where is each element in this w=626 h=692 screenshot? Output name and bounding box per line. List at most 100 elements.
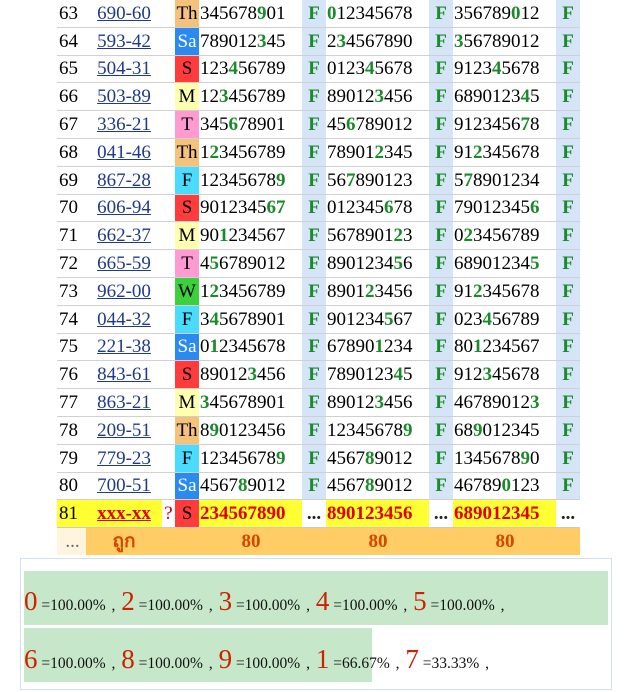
row-index: 73 [57, 277, 86, 306]
stat-percent: =100.00% [232, 655, 301, 672]
stats-bar-2 [24, 628, 372, 682]
number-set-2: 789012345 [326, 360, 429, 390]
number-set-1: 901234567 [199, 194, 302, 223]
draw-code-link[interactable]: 863-21 [86, 388, 162, 417]
draw-code-link[interactable]: 504-31 [86, 55, 162, 84]
draw-code-link[interactable]: 606-94 [86, 194, 162, 223]
draw-code-link[interactable]: 221-38 [86, 333, 162, 362]
draw-code-link[interactable]: 843-61 [86, 360, 162, 390]
result-flag: F [302, 138, 326, 167]
number-set-1: 901234567 [199, 221, 302, 251]
stat-separator: , [391, 655, 404, 672]
result-flag: F [302, 360, 326, 390]
number-set-2: 890123456 [326, 499, 429, 529]
result-flag: F [556, 305, 580, 334]
draw-code-link[interactable]: 044-32 [86, 305, 162, 334]
draw-code-link[interactable]: 779-23 [86, 444, 162, 473]
day-badge: Th [175, 138, 199, 167]
number-set-3: 689012345 [453, 499, 556, 529]
table-row: 77 863-21 M 345678901 F 890123456 F 467890123 F [57, 388, 580, 417]
draw-code-link[interactable]: xxx-xx [86, 499, 162, 529]
correct-count-3: 80 [453, 527, 556, 555]
result-flag: F [429, 444, 453, 473]
blank-cell [162, 0, 175, 28]
number-set-3: 912345678 [453, 360, 556, 390]
stat-separator: , [302, 655, 314, 672]
number-set-2: 456789012 [326, 444, 429, 473]
day-badge: Th [175, 0, 199, 28]
result-flag: F [429, 55, 453, 84]
result-flag: F [556, 416, 580, 445]
result-flag: F [302, 55, 326, 84]
result-flag: F [302, 221, 326, 251]
draw-code-link[interactable]: 209-51 [86, 416, 162, 445]
blank-cell [162, 55, 175, 84]
stat-separator: , [496, 597, 505, 614]
stat-digit: 3 [218, 586, 233, 616]
table-row: 68 041-46 Th 123456789 F 789012345 F 912345678 F [57, 138, 580, 167]
number-set-1: 789012345 [199, 27, 302, 56]
table-row: 73 962-00 W 123456789 F 890123456 F 912345678 F [57, 277, 580, 306]
stat-percent: =100.00% [37, 597, 106, 614]
result-flag: F [429, 82, 453, 112]
table-row: 63 690-60 Th 345678901 F 012345678 F 356789012 F [57, 0, 580, 28]
stat-separator: , [204, 655, 217, 672]
draw-code-link[interactable]: 962-00 [86, 277, 162, 306]
table-row: 78 209-51 Th 890123456 F 123456789 F 689012345 F [57, 416, 580, 445]
result-flag: F [429, 388, 453, 417]
row-index: 69 [57, 166, 86, 195]
row-index: 66 [57, 82, 86, 112]
number-set-3: 912345678 [453, 55, 556, 84]
number-set-2: 890123456 [326, 388, 429, 417]
number-set-1: 234567890 [199, 499, 302, 529]
blank-cell [429, 527, 453, 555]
day-badge: F [175, 305, 199, 334]
result-flag: F [302, 194, 326, 223]
stat-percent: =100.00% [134, 655, 203, 672]
row-index: 65 [57, 55, 86, 84]
draw-code-link[interactable]: 041-46 [86, 138, 162, 167]
blank-cell [162, 416, 175, 445]
digit-stats-panel: 0 =100.00% , 2 =100.00% , 3 =100.00% , 4… [20, 558, 612, 690]
draw-code-link[interactable]: 690-60 [86, 0, 162, 28]
draw-code-link[interactable]: 700-51 [86, 472, 162, 501]
result-flag: F [556, 110, 580, 139]
draw-code-link[interactable]: 665-59 [86, 249, 162, 278]
result-flag: F [302, 249, 326, 278]
stat-digit: 2 [121, 586, 135, 616]
number-set-1: 345678901 [199, 388, 302, 417]
number-set-2: 890123456 [326, 277, 429, 306]
number-set-2: 901234567 [326, 305, 429, 334]
result-flag: F [556, 472, 580, 501]
blank-cell [162, 166, 175, 195]
result-flag: F [556, 333, 580, 362]
stat-separator: , [204, 597, 217, 614]
draw-code-link[interactable]: 593-42 [86, 27, 162, 56]
number-set-3: 689012345 [453, 416, 556, 445]
draw-code-link[interactable]: 336-21 [86, 110, 162, 139]
result-flag: F [556, 388, 580, 417]
number-set-2: 890123456 [326, 82, 429, 112]
number-set-1: 456789012 [199, 472, 302, 501]
row-index: 76 [57, 360, 86, 390]
number-set-3: 134567890 [453, 444, 556, 473]
result-flag: F [556, 166, 580, 195]
result-flag: F [302, 444, 326, 473]
stat-digit: 6 [24, 644, 38, 674]
row-index: 79 [57, 444, 86, 473]
blank-cell [162, 138, 175, 167]
draw-code-link[interactable]: 662-37 [86, 221, 162, 251]
result-flag: F [302, 333, 326, 362]
day-badge: Sa [175, 27, 199, 56]
table-row: 79 779-23 F 123456789 F 456789012 F 134567890 F [57, 444, 580, 473]
stat-separator: , [107, 655, 120, 672]
row-index: 67 [57, 110, 86, 139]
result-flag: F [302, 0, 326, 28]
day-badge: S [175, 55, 199, 84]
day-badge: Sa [175, 333, 199, 362]
number-set-3: 912345678 [453, 277, 556, 306]
draw-code-link[interactable]: 503-89 [86, 82, 162, 112]
draw-code-link[interactable]: 867-28 [86, 166, 162, 195]
result-flag: F [302, 110, 326, 139]
stat-separator: , [399, 597, 412, 614]
